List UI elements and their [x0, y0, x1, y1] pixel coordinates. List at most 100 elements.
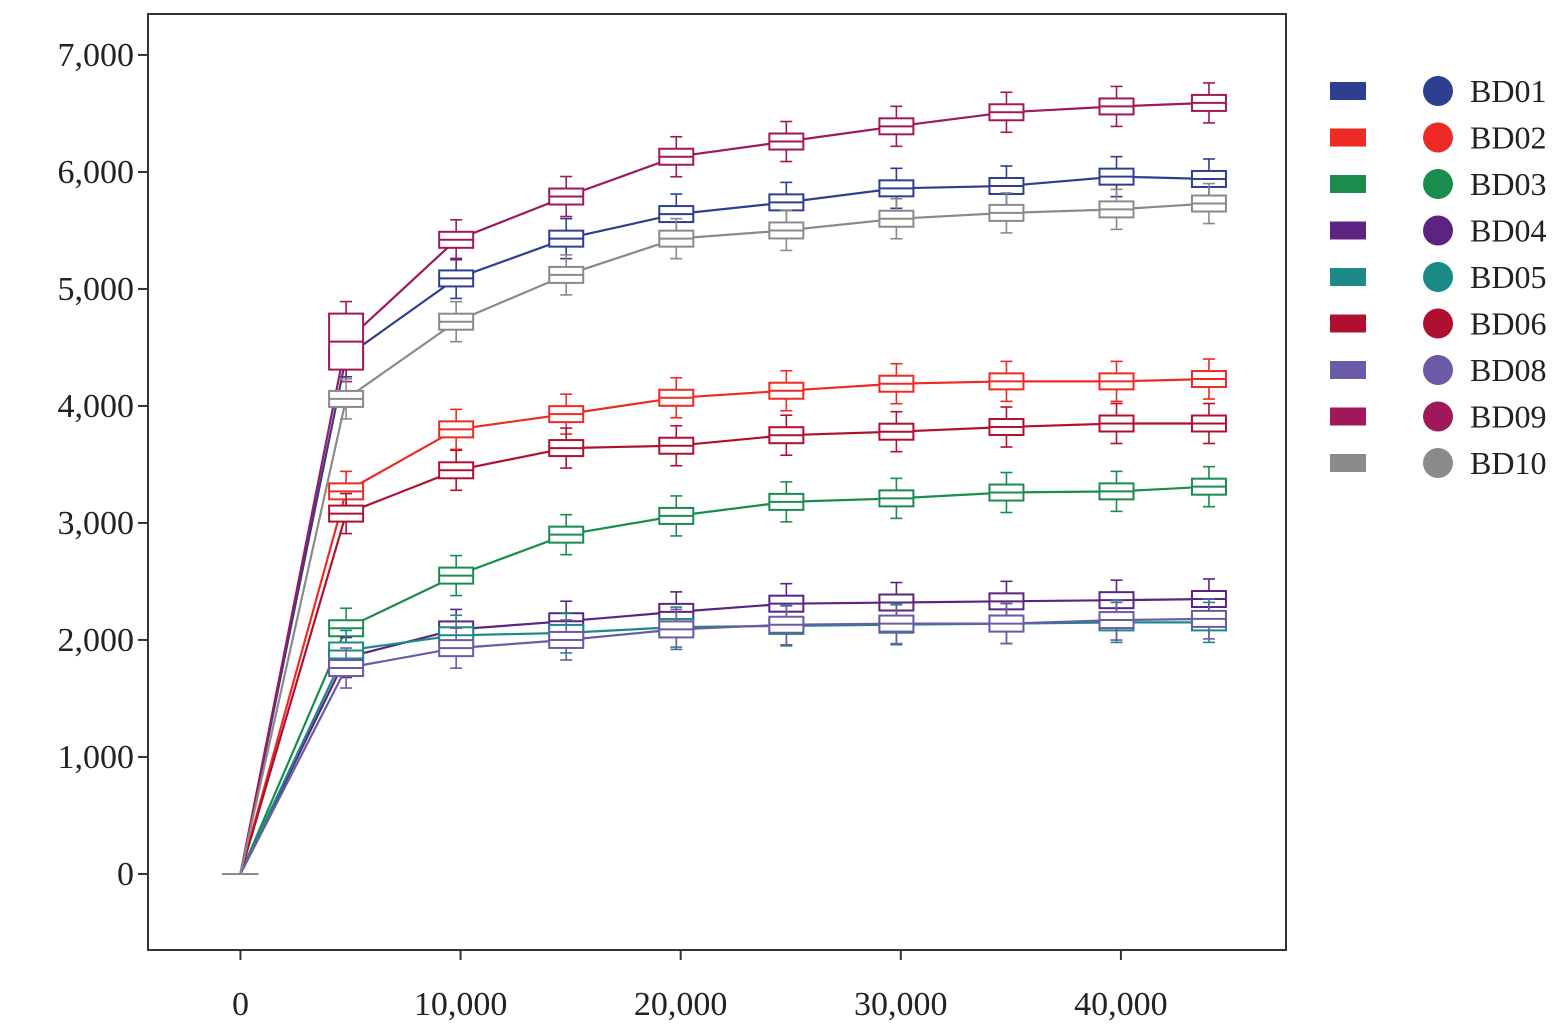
legend-swatch — [1330, 128, 1366, 147]
series-bd09 — [222, 82, 1227, 875]
legend: BD01 BD02 BD03 BD04 BD05 BD06 BD08 BD09 BD10 — [1330, 73, 1546, 481]
data-point — [658, 376, 695, 419]
legend-label: BD05 — [1470, 259, 1546, 295]
data-point — [1190, 402, 1227, 445]
data-point — [988, 360, 1025, 403]
legend-item-bd01: BD01 — [1330, 73, 1546, 109]
data-point — [328, 647, 365, 689]
data-point — [878, 410, 915, 453]
data-point — [438, 627, 475, 669]
legend-label: BD02 — [1470, 120, 1546, 156]
legend-marker — [1423, 215, 1453, 246]
x-tick-label: 30,000 — [854, 986, 948, 1023]
legend-item-bd10: BD10 — [1330, 445, 1546, 481]
data-point — [548, 427, 585, 469]
x-tick-label: 20,000 — [634, 986, 728, 1023]
series-bd01 — [222, 155, 1227, 875]
data-point — [988, 406, 1025, 448]
data-point — [548, 619, 585, 661]
legend-swatch — [1330, 361, 1366, 379]
data-point — [328, 378, 365, 420]
data-point — [988, 192, 1025, 234]
legend-item-bd08: BD08 — [1330, 352, 1546, 388]
series-line — [239, 377, 1210, 875]
data-point — [1190, 465, 1227, 508]
data-point — [438, 408, 475, 451]
legend-marker — [1423, 448, 1453, 478]
x-axis: 0 10,000 20,000 30,000 40,000 — [232, 950, 1168, 1023]
legend-label: BD01 — [1470, 73, 1546, 109]
data-point — [768, 209, 805, 252]
data-point — [438, 300, 475, 343]
data-point — [878, 197, 915, 240]
data-point — [438, 257, 475, 300]
data-point — [1098, 402, 1135, 445]
data-point — [988, 602, 1025, 645]
y-tick-label: 4,000 — [58, 388, 135, 425]
legend-item-bd09: BD09 — [1330, 399, 1546, 435]
data-point — [548, 217, 585, 260]
data-point — [658, 495, 695, 537]
legend-swatch — [1330, 454, 1366, 472]
series-line — [239, 617, 1210, 875]
data-point — [548, 513, 585, 556]
legend-marker — [1423, 76, 1453, 106]
data-point — [1098, 85, 1135, 128]
data-point — [768, 414, 805, 457]
x-tick-label: 0 — [232, 986, 249, 1023]
data-point — [658, 424, 695, 467]
data-point — [328, 492, 365, 535]
legend-label: BD10 — [1470, 445, 1546, 481]
legend-swatch — [1330, 82, 1366, 100]
data-point — [1190, 358, 1227, 400]
data-point — [988, 471, 1025, 514]
data-point — [1190, 182, 1227, 225]
x-tick-label: 10,000 — [414, 986, 508, 1023]
data-point — [548, 254, 585, 296]
legend-item-bd04: BD04 — [1330, 213, 1546, 249]
x-tick-label: 40,000 — [1074, 986, 1168, 1023]
y-tick-label: 0 — [117, 856, 134, 893]
data-point — [768, 369, 805, 412]
data-point — [1098, 360, 1135, 403]
y-tick-label: 7,000 — [58, 37, 135, 74]
data-point — [548, 175, 585, 218]
legend-label: BD04 — [1470, 213, 1546, 249]
legend-item-bd03: BD03 — [1330, 166, 1546, 202]
data-point — [438, 219, 475, 261]
legend-marker — [1423, 122, 1453, 153]
data-point — [658, 608, 695, 651]
series-line — [239, 101, 1210, 875]
data-point — [878, 602, 915, 645]
series-layer — [222, 82, 1227, 875]
data-point — [1190, 598, 1227, 640]
series-line — [239, 422, 1209, 875]
data-point — [878, 362, 915, 405]
legend-marker — [1423, 262, 1453, 292]
data-point — [768, 603, 805, 646]
series-line — [239, 485, 1210, 875]
series-line — [239, 202, 1210, 875]
series-line — [239, 597, 1210, 875]
y-tick-label: 2,000 — [58, 622, 135, 659]
data-point — [1098, 188, 1135, 231]
y-tick-label: 5,000 — [58, 271, 135, 308]
legend-item-bd02: BD02 — [1330, 120, 1546, 156]
legend-label: BD03 — [1470, 166, 1546, 202]
series-line — [239, 175, 1210, 875]
legend-swatch — [1330, 221, 1366, 240]
y-tick-label: 3,000 — [58, 505, 135, 542]
data-point — [1098, 599, 1135, 641]
series-bd10 — [222, 182, 1227, 875]
plot-frame — [147, 13, 1287, 951]
legend-swatch — [1330, 314, 1366, 333]
legend-marker — [1423, 308, 1453, 339]
data-point — [328, 300, 365, 383]
series-bd02 — [222, 358, 1227, 875]
data-point — [1190, 82, 1227, 124]
data-point — [878, 477, 915, 520]
series-bd08 — [222, 598, 1227, 875]
legend-item-bd06: BD06 — [1330, 306, 1546, 342]
legend-marker — [1423, 401, 1453, 432]
series-bd06 — [222, 402, 1227, 875]
